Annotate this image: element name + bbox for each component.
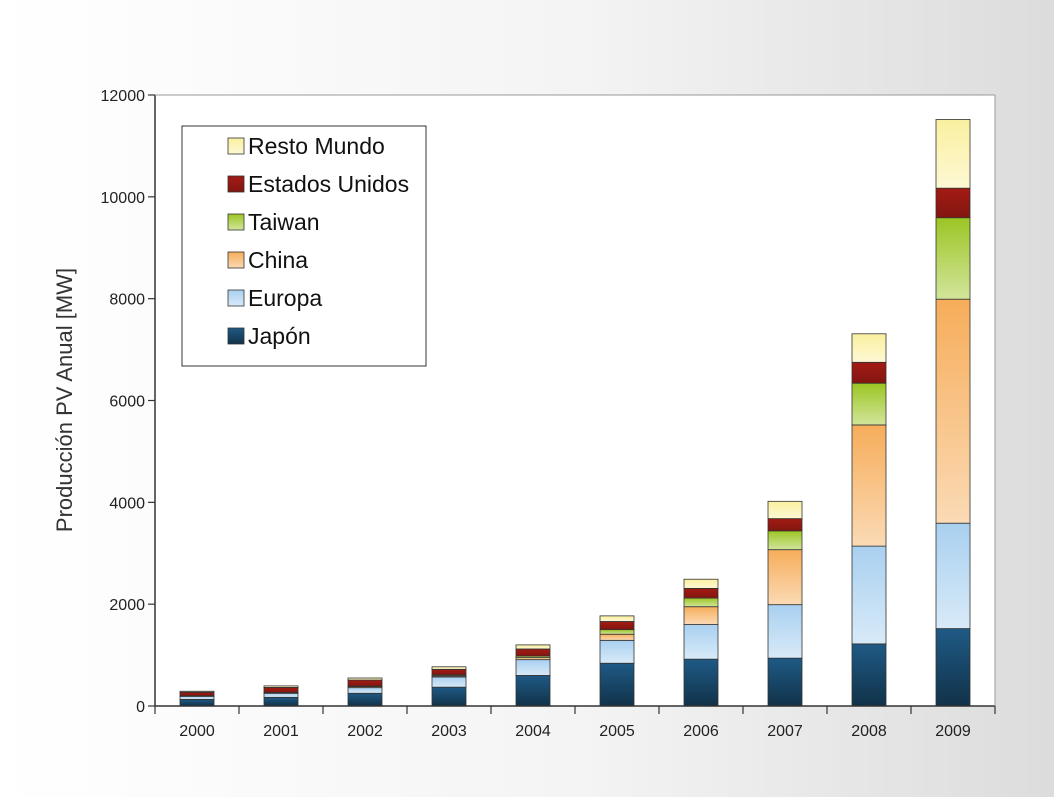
bar-segment-2006-japón bbox=[684, 659, 718, 706]
legend-swatch-taiwan bbox=[228, 214, 244, 230]
bar-segment-2005-china bbox=[600, 634, 634, 640]
bar-segment-2009-taiwan bbox=[936, 218, 970, 299]
bar-segment-2007-europa bbox=[768, 605, 802, 658]
legend-swatch-resto-mundo bbox=[228, 138, 244, 154]
bar-segment-2006-europa bbox=[684, 625, 718, 660]
bar-segment-2006-taiwan bbox=[684, 598, 718, 607]
bar-segment-2005-taiwan bbox=[600, 630, 634, 635]
bar-segment-2009-resto-mundo bbox=[936, 119, 970, 188]
bar-segment-2008-europa bbox=[852, 546, 886, 644]
bar-segment-2006-estados-unidos bbox=[684, 588, 718, 598]
legend-swatch-japón bbox=[228, 328, 244, 344]
bar-segment-2004-japón bbox=[516, 675, 550, 706]
bar-segment-2005-japón bbox=[600, 663, 634, 706]
x-tick-label: 2000 bbox=[179, 723, 215, 740]
bar-segment-2003-europa bbox=[432, 677, 466, 687]
bar-segment-2009-europa bbox=[936, 523, 970, 628]
legend-label: Resto Mundo bbox=[248, 133, 385, 159]
bar-segment-2009-estados-unidos bbox=[936, 188, 970, 218]
bar-segment-2009-japón bbox=[936, 629, 970, 706]
y-tick-label: 6000 bbox=[109, 394, 145, 411]
bar-segment-2002-resto-mundo bbox=[348, 678, 382, 680]
legend-label: Taiwan bbox=[248, 209, 320, 235]
bar-segment-2003-estados-unidos bbox=[432, 669, 466, 675]
bar-segment-2005-europa bbox=[600, 640, 634, 663]
bar-segment-2002-japón bbox=[348, 693, 382, 706]
y-tick-label: 0 bbox=[136, 699, 145, 716]
bar-segment-2004-estados-unidos bbox=[516, 649, 550, 656]
y-tick-label: 10000 bbox=[101, 190, 146, 207]
legend-label: China bbox=[248, 247, 308, 273]
bar-segment-2008-taiwan bbox=[852, 383, 886, 425]
bar-segment-2002-europa bbox=[348, 688, 382, 694]
x-tick-label: 2008 bbox=[851, 723, 887, 740]
legend-label: Estados Unidos bbox=[248, 171, 409, 197]
x-tick-label: 2003 bbox=[431, 723, 467, 740]
bar-segment-2008-resto-mundo bbox=[852, 334, 886, 363]
bar-segment-2001-europa bbox=[264, 693, 298, 697]
bar-segment-2005-resto-mundo bbox=[600, 616, 634, 622]
bar-segment-2007-estados-unidos bbox=[768, 519, 802, 531]
y-tick-label: 8000 bbox=[109, 292, 145, 309]
bar-segment-2007-japón bbox=[768, 658, 802, 706]
x-tick-label: 2001 bbox=[263, 723, 299, 740]
bar-segment-2008-estados-unidos bbox=[852, 362, 886, 383]
bar-segment-2001-resto-mundo bbox=[264, 686, 298, 688]
bar-segment-2009-china bbox=[936, 299, 970, 523]
legend-swatch-estados-unidos bbox=[228, 176, 244, 192]
bar-segment-2006-china bbox=[684, 607, 718, 625]
y-tick-label: 4000 bbox=[109, 495, 145, 512]
x-tick-label: 2004 bbox=[515, 723, 551, 740]
bar-segment-2004-europa bbox=[516, 660, 550, 676]
bar-segment-2007-china bbox=[768, 550, 802, 605]
bar-segment-2008-japón bbox=[852, 644, 886, 706]
bar-segment-2001-japón bbox=[264, 697, 298, 706]
bar-segment-2007-resto-mundo bbox=[768, 501, 802, 518]
bar-segment-2004-resto-mundo bbox=[516, 645, 550, 649]
bar-segment-2000-resto-mundo bbox=[180, 691, 214, 692]
legend-label: Europa bbox=[248, 285, 322, 311]
bar-segment-2008-china bbox=[852, 425, 886, 546]
bar-segment-2003-japón bbox=[432, 687, 466, 706]
bar-segment-2001-estados-unidos bbox=[264, 687, 298, 692]
legend-label: Japón bbox=[248, 323, 311, 349]
bar-segment-2003-resto-mundo bbox=[432, 667, 466, 670]
y-axis-label: Producción PV Anual [MW] bbox=[52, 268, 77, 532]
x-tick-label: 2009 bbox=[935, 723, 971, 740]
legend-swatch-china bbox=[228, 252, 244, 268]
legend: Resto Mundo Estados Unidos Taiwan China Euro… bbox=[182, 126, 426, 366]
bar-segment-2007-taiwan bbox=[768, 531, 802, 550]
bar-segment-2006-resto-mundo bbox=[684, 579, 718, 588]
bar-segment-2002-estados-unidos bbox=[348, 680, 382, 686]
legend-swatch-europa bbox=[228, 290, 244, 306]
x-tick-label: 2006 bbox=[683, 723, 719, 740]
x-tick-label: 2005 bbox=[599, 723, 635, 740]
y-tick-label: 12000 bbox=[101, 88, 146, 105]
x-tick-label: 2007 bbox=[767, 723, 803, 740]
bar-segment-2000-europa bbox=[180, 696, 214, 699]
bar-segment-2005-estados-unidos bbox=[600, 621, 634, 629]
bar-segment-2000-japón bbox=[180, 699, 214, 706]
x-tick-label: 2002 bbox=[347, 723, 383, 740]
bar-segment-2000-estados-unidos bbox=[180, 692, 214, 696]
y-tick-label: 2000 bbox=[109, 597, 145, 614]
